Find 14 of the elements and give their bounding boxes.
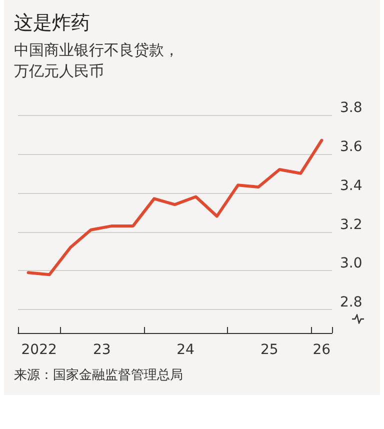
- y-tick-label: 3.8: [340, 100, 362, 116]
- y-tick-label: 3.0: [340, 256, 362, 272]
- x-tick-label: 23: [92, 342, 111, 358]
- x-tick-label: 2022: [21, 342, 57, 358]
- y-tick-label: 3.6: [340, 138, 362, 155]
- y-tick-label: 2.8: [340, 294, 362, 311]
- x-tick-label: 25: [260, 342, 278, 358]
- chart-subtitle: 中国商业银行不良贷款，万亿元人民币: [14, 40, 180, 82]
- source-note: 来源：国家金融监督管理总局: [14, 367, 183, 384]
- chart-title: 这是炸药: [14, 11, 90, 36]
- x-tick-label: 26: [312, 342, 331, 358]
- x-tick-label: 24: [176, 342, 195, 358]
- y-tick-label: 3.2: [340, 216, 362, 233]
- y-tick-label: 3.4: [340, 178, 362, 194]
